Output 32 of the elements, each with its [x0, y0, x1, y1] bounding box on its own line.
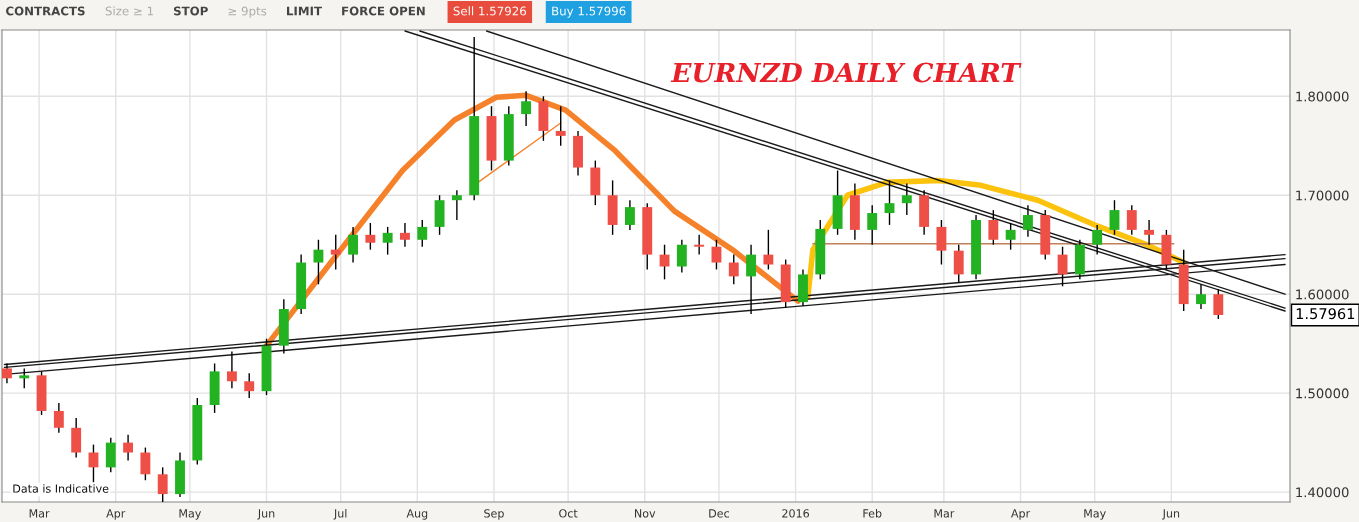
text: Size ≥ 1 — [105, 6, 154, 16]
y-tick-label: 1.80000 — [1296, 91, 1349, 102]
text: LIMIT — [287, 6, 322, 16]
text: EURNZD DAILY CHART — [670, 62, 1022, 83]
x-tick-label: Nov — [635, 509, 656, 518]
annotation: Data is Indicative — [13, 484, 109, 493]
y-tick-label: 1.70000 — [1296, 190, 1349, 201]
x-tick-label: Apr — [1011, 509, 1031, 520]
x-tick-label: May — [1084, 509, 1106, 520]
x-tick-label: May — [179, 509, 202, 520]
text: ≥ 9pts — [228, 6, 267, 18]
x-tick-label: Sep — [484, 509, 504, 520]
x-tick-label: Jul — [333, 508, 347, 520]
x-tick-label: Aug — [406, 509, 428, 520]
y-tick-label: 1.40000 — [1296, 487, 1349, 498]
text: Buy 1.57996 — [552, 6, 626, 18]
x-tick-label: 2016 — [782, 509, 809, 518]
text: Sell 1.57926 — [453, 6, 527, 16]
text: 1.57961 — [1296, 308, 1355, 320]
text: FORCE OPEN — [342, 6, 425, 16]
text: CONTRACTS — [6, 6, 85, 16]
text: STOP — [173, 6, 208, 16]
x-tick-label: Jun — [1162, 509, 1180, 520]
x-tick-label: Jun — [257, 509, 275, 520]
x-tick-label: Apr — [106, 509, 126, 520]
x-tick-label: Dec — [709, 509, 729, 518]
x-tick-label: Mar — [29, 509, 50, 518]
x-tick-label: Mar — [934, 509, 955, 518]
y-tick-label: 1.60000 — [1296, 289, 1349, 300]
x-tick-label: Feb — [863, 508, 882, 518]
x-tick-label: Oct — [559, 509, 578, 518]
y-tick-label: 1.50000 — [1296, 388, 1349, 399]
